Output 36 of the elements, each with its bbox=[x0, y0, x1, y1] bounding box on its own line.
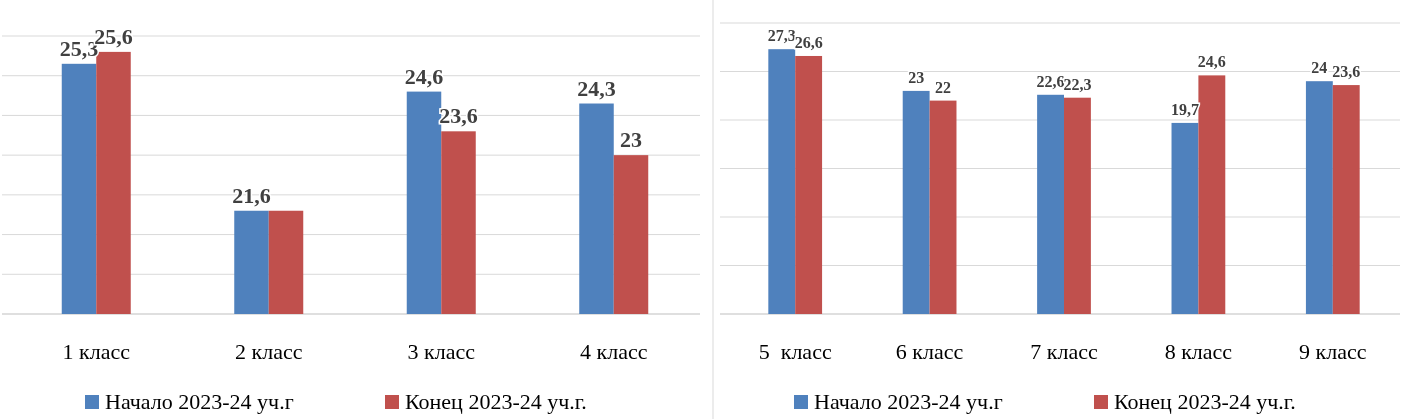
x-tick-label: 7 класс bbox=[1030, 339, 1098, 364]
x-tick-label: 6 класс bbox=[895, 339, 964, 364]
data-label: 24,3 bbox=[577, 75, 616, 101]
x-tick-label: 9 класс bbox=[1299, 339, 1367, 364]
data-label: 22,6 bbox=[1036, 72, 1065, 90]
bar bbox=[1305, 81, 1333, 314]
x-tick-label: 8 класс bbox=[1164, 339, 1233, 364]
bar bbox=[1037, 94, 1064, 314]
data-label: 21,6 bbox=[232, 182, 271, 208]
bar bbox=[929, 100, 957, 314]
bar bbox=[768, 49, 796, 314]
data-label: 22 bbox=[935, 78, 952, 96]
bar bbox=[795, 55, 823, 314]
x-tick-label: 3 класс bbox=[407, 339, 476, 364]
legend-label: Конец 2023-24 уч.г. bbox=[1114, 389, 1296, 414]
x-tick-label: 5 класс bbox=[758, 339, 832, 364]
bar bbox=[1332, 85, 1360, 314]
legend-label: Начало 2023-24 уч.г bbox=[814, 389, 1003, 414]
bar bbox=[902, 90, 930, 314]
data-label: 23,6 bbox=[1332, 63, 1361, 81]
data-label: 27,3 bbox=[767, 27, 796, 45]
data-label: 23 bbox=[908, 68, 925, 86]
data-label: 24,6 bbox=[404, 63, 444, 89]
data-label: 22,3 bbox=[1063, 75, 1092, 93]
data-label: 23 bbox=[620, 127, 642, 153]
data-label: 24,6 bbox=[1197, 53, 1226, 71]
x-tick-label: 4 класс bbox=[580, 339, 648, 364]
bar bbox=[1171, 122, 1199, 314]
bar bbox=[1064, 97, 1091, 314]
x-tick-label: 2 класс bbox=[235, 339, 303, 364]
bar bbox=[1198, 75, 1226, 314]
data-label: 26,6 bbox=[794, 33, 823, 51]
data-label: 24 bbox=[1311, 59, 1328, 77]
x-tick-label: 1 класс bbox=[62, 339, 131, 364]
legend-label: Конец 2023-24 уч.г. bbox=[405, 389, 587, 414]
legend-label: Начало 2023-24 уч.г bbox=[105, 389, 294, 414]
